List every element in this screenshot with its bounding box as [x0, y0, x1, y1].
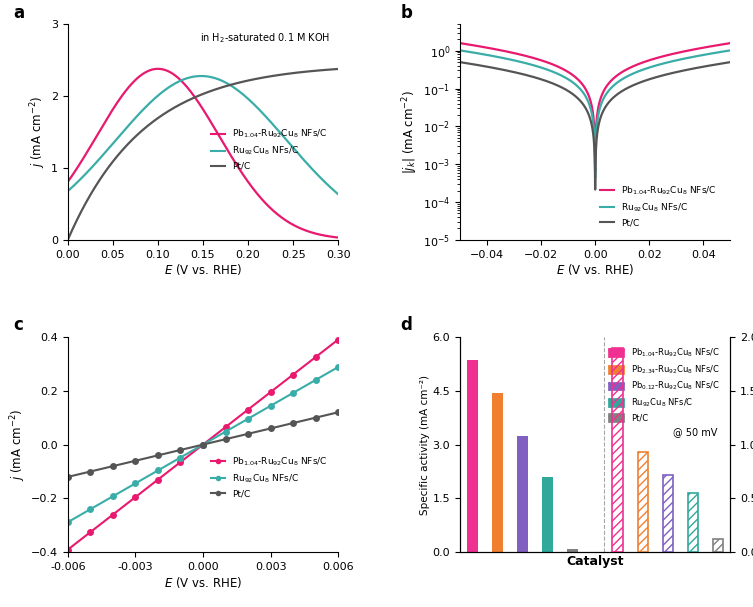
Bar [517, 436, 528, 552]
Legend: Pb$_{1.04}$-Ru$_{92}$Cu$_8$ NFs/C, Ru$_{92}$Cu$_8$ NFs/C, Pt/C: Pb$_{1.04}$-Ru$_{92}$Cu$_8$ NFs/C, Ru$_{… [207, 124, 331, 174]
Bar [663, 475, 673, 552]
Bar [638, 452, 648, 552]
Bar [467, 360, 477, 552]
Legend: Pb$_{1.04}$-Ru$_{92}$Cu$_8$ NFs/C, Ru$_{92}$Cu$_8$ NFs/C, Pt/C: Pb$_{1.04}$-Ru$_{92}$Cu$_8$ NFs/C, Ru$_{… [597, 181, 721, 231]
Y-axis label: $\it{j}$ (mA cm$^{-2}$): $\it{j}$ (mA cm$^{-2}$) [8, 409, 28, 481]
Bar [492, 393, 503, 552]
X-axis label: $\it{E}$ (V vs. RHE): $\it{E}$ (V vs. RHE) [556, 262, 634, 277]
Bar [567, 549, 578, 552]
Bar [542, 477, 553, 552]
Text: in H$_2$-saturated 0.1 M KOH: in H$_2$-saturated 0.1 M KOH [200, 31, 330, 44]
Legend: Pb$_{1.04}$-Ru$_{92}$Cu$_8$ NFs/C, Ru$_{92}$Cu$_8$ NFs/C, Pt/C: Pb$_{1.04}$-Ru$_{92}$Cu$_8$ NFs/C, Ru$_{… [207, 452, 331, 502]
Text: @ 50 mV: @ 50 mV [672, 427, 717, 438]
Text: b: b [401, 4, 413, 22]
Bar [687, 493, 698, 552]
Bar [612, 348, 623, 552]
Bar [712, 540, 723, 552]
X-axis label: $\it{E}$ (V vs. RHE): $\it{E}$ (V vs. RHE) [164, 262, 242, 277]
Y-axis label: $|j_k|$ (mA cm$^{-2}$): $|j_k|$ (mA cm$^{-2}$) [401, 90, 420, 174]
Y-axis label: Specific activity (mA cm⁻²): Specific activity (mA cm⁻²) [419, 375, 430, 515]
Text: a: a [14, 4, 25, 22]
X-axis label: Catalyst: Catalyst [566, 555, 624, 568]
X-axis label: $\it{E}$ (V vs. RHE): $\it{E}$ (V vs. RHE) [164, 575, 242, 590]
Text: d: d [401, 316, 413, 334]
Legend: Pb$_{1.04}$-Ru$_{92}$Cu$_8$ NFs/C, Pb$_{2.34}$-Ru$_{92}$Cu$_8$ NFs/C, Pb$_{0.12}: Pb$_{1.04}$-Ru$_{92}$Cu$_8$ NFs/C, Pb$_{… [605, 343, 724, 426]
Y-axis label: $\it{j}$ (mA cm$^{-2}$): $\it{j}$ (mA cm$^{-2}$) [29, 96, 48, 168]
Text: c: c [14, 316, 23, 334]
